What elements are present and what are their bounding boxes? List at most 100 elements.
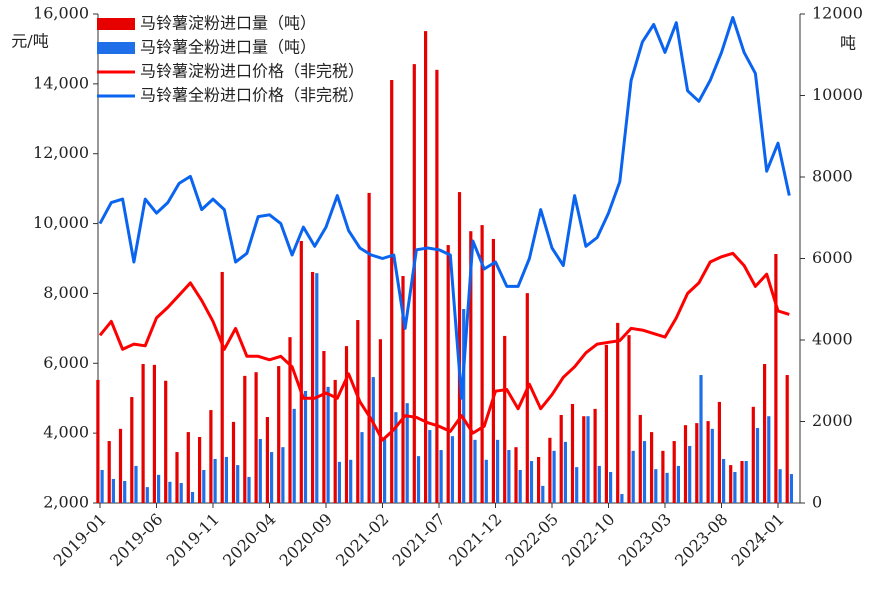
bar	[141, 364, 145, 503]
bar	[688, 445, 692, 503]
bar	[322, 351, 326, 503]
bar	[96, 379, 100, 503]
bar	[134, 465, 138, 503]
y2-tick-label: 6000	[812, 248, 853, 267]
bar	[164, 380, 168, 503]
bar	[190, 491, 195, 503]
bar	[462, 309, 466, 503]
x-tick-label: 2023-08	[671, 510, 731, 570]
bar	[209, 410, 213, 503]
bar	[360, 432, 364, 503]
line	[98, 16, 791, 400]
bar	[378, 339, 382, 503]
bar	[683, 425, 688, 503]
y2-tick-label: 0	[812, 493, 822, 512]
bar	[469, 231, 473, 503]
bar	[638, 414, 642, 503]
bar	[281, 447, 285, 503]
bar	[424, 31, 428, 504]
x-tick-label: 2021-07	[389, 510, 449, 570]
x-tick-label: 2022-10	[558, 510, 618, 570]
y2-tick-label: 2000	[812, 411, 853, 430]
bar	[529, 461, 534, 503]
bar	[525, 293, 529, 503]
bar	[774, 254, 778, 503]
bar	[303, 390, 308, 503]
y-tick-label: 14,000	[33, 73, 89, 92]
bar	[616, 322, 620, 503]
bar	[722, 458, 726, 503]
bar	[631, 450, 635, 503]
bar	[220, 271, 224, 503]
y-tick-label: 6,000	[43, 353, 89, 372]
y-axis-label: 元/吨	[11, 32, 48, 51]
bar	[778, 469, 782, 503]
x-tick-label: 2020-09	[276, 510, 336, 570]
bar	[439, 450, 443, 503]
bar	[541, 485, 545, 503]
bar	[518, 469, 522, 503]
bar	[593, 408, 597, 503]
bar	[676, 465, 680, 503]
bar	[186, 432, 190, 503]
bar	[473, 439, 477, 503]
bar	[270, 452, 274, 503]
bar	[299, 240, 303, 504]
bar	[277, 366, 281, 503]
bar	[710, 428, 714, 503]
bar	[627, 335, 631, 503]
y-tick-label: 2,000	[43, 493, 89, 512]
bar	[457, 192, 462, 503]
bar	[265, 417, 269, 503]
y2-tick-label: 12000	[812, 4, 863, 23]
bar	[243, 375, 247, 503]
bar	[665, 472, 669, 503]
legend-label: 马铃薯全粉进口量（吨）	[140, 38, 316, 57]
x-tick-label: 2019-11	[163, 510, 223, 570]
bar	[548, 437, 552, 503]
bar	[175, 452, 179, 503]
bar	[537, 456, 541, 503]
bar	[507, 450, 511, 503]
bar	[642, 441, 647, 503]
bar	[198, 436, 202, 503]
bar	[763, 364, 767, 503]
bar	[450, 436, 454, 503]
bar	[412, 64, 416, 503]
bar	[236, 465, 240, 503]
bar	[699, 375, 703, 503]
y2-tick-label: 4000	[812, 330, 853, 349]
bar	[231, 421, 236, 503]
x-tick-label: 2019-01	[50, 510, 110, 570]
bar	[733, 472, 737, 503]
bar	[152, 364, 156, 503]
bar	[480, 225, 484, 503]
bar	[484, 459, 488, 503]
legend-label: 马铃薯淀粉进口量（吨）	[140, 14, 316, 33]
bar	[371, 377, 375, 503]
bar	[597, 465, 601, 503]
bar	[224, 456, 228, 503]
bar	[383, 439, 387, 503]
bar	[100, 469, 104, 503]
y2-tick-label: 10000	[812, 85, 863, 104]
bar	[563, 441, 567, 503]
bar	[394, 412, 398, 503]
x-tick-label: 2021-12	[445, 510, 505, 570]
bar	[111, 478, 115, 503]
bar	[620, 494, 624, 503]
y-tick-label: 12,000	[33, 143, 89, 162]
x-tick-label: 2022-05	[502, 510, 562, 570]
bar	[491, 238, 495, 503]
x-tick-label: 2021-02	[332, 510, 392, 570]
bar	[586, 416, 590, 503]
bar	[247, 476, 251, 503]
bar	[755, 428, 760, 503]
y-tick-label: 8,000	[43, 283, 89, 302]
bar	[428, 430, 432, 503]
bar	[446, 245, 450, 504]
bar	[292, 408, 296, 503]
bar	[333, 379, 337, 503]
x-tick-label: 2024-01	[728, 510, 788, 570]
